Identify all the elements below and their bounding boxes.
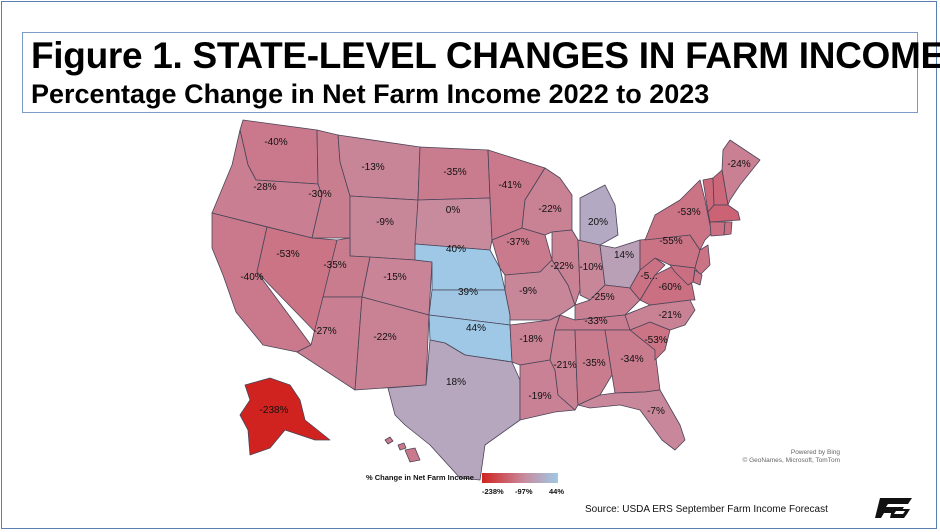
state-label-nv: -53%	[276, 249, 299, 260]
state-label-ak: -238%	[260, 405, 289, 416]
state-label-sd: 0%	[446, 205, 461, 216]
state-label-ny: -53%	[677, 207, 700, 218]
state-label-sc: -53%	[644, 335, 667, 346]
state-label-wv: -5...	[640, 271, 657, 282]
legend-title: % Change in Net Farm Income	[366, 473, 474, 482]
state-ct	[709, 221, 726, 237]
state-label-id: -30%	[308, 189, 331, 200]
state-label-tn: -33%	[584, 316, 607, 327]
state-label-mt: -13%	[361, 162, 384, 173]
state-tx	[387, 339, 521, 481]
state-hi	[384, 436, 394, 445]
state-ak	[239, 377, 331, 456]
state-il	[551, 229, 581, 306]
source-note: Source: USDA ERS September Farm Income F…	[585, 504, 828, 515]
state-wi	[521, 167, 573, 236]
state-label-ky: -25%	[591, 292, 614, 303]
state-label-wa: -40%	[264, 137, 287, 148]
state-md	[669, 264, 696, 286]
title-box: Figure 1. STATE-LEVEL CHANGES IN FARM IN…	[22, 32, 940, 113]
state-label-la: -19%	[528, 391, 551, 402]
state-hi	[397, 442, 407, 451]
legend-gradient-bar	[482, 473, 558, 483]
state-label-ga: -34%	[620, 354, 643, 365]
state-label-fl: -7%	[647, 406, 665, 417]
state-label-nm: -22%	[373, 332, 396, 343]
state-label-pa: -55%	[659, 236, 682, 247]
state-label-ca: -40%	[240, 272, 263, 283]
state-label-ut: -35%	[323, 260, 346, 271]
state-label-mi: 20%	[588, 217, 608, 228]
state-label-nd: -35%	[443, 167, 466, 178]
state-sd	[414, 197, 493, 251]
state-label-in: -10%	[579, 262, 602, 273]
map-credit-sources: © GeoNames, Microsoft, TomTom	[742, 457, 841, 464]
figure-subtitle: Percentage Change in Net Farm Income 202…	[31, 79, 710, 109]
state-az	[296, 296, 363, 391]
state-ri	[723, 221, 733, 236]
state-label-il: -22%	[550, 261, 573, 272]
state-label-wy: -9%	[376, 217, 394, 228]
state-label-mn: -41%	[498, 180, 521, 191]
state-label-ne: 40%	[446, 244, 466, 255]
state-label-me: -24%	[727, 159, 750, 170]
state-mi	[579, 184, 619, 246]
figure-title: Figure 1. STATE-LEVEL CHANGES IN FARM IN…	[31, 35, 940, 76]
state-wy	[349, 195, 419, 261]
state-label-ok: 44%	[466, 323, 486, 334]
state-co	[361, 256, 433, 316]
legend-tick-mid: -97%	[515, 487, 533, 496]
state-ma	[707, 204, 741, 223]
state-label-wi: -22%	[538, 204, 561, 215]
state-fl	[577, 389, 686, 451]
state-label-nc: -21%	[658, 310, 681, 321]
legend-tick-max: 44%	[549, 487, 565, 496]
legend-tick-min: -238%	[482, 487, 504, 496]
state-label-al: -35%	[582, 358, 605, 369]
state-label-az: -27%	[313, 326, 336, 337]
state-label-tx: 18%	[446, 377, 466, 388]
state-nj	[694, 244, 711, 276]
state-label-ar: -18%	[519, 334, 542, 345]
state-me	[721, 139, 761, 206]
state-label-or: -28%	[253, 182, 276, 193]
farm-bureau-logo-icon	[875, 498, 912, 518]
state-label-ks: 39%	[458, 287, 478, 298]
state-label-ia: -37%	[506, 237, 529, 248]
map-credit-bing: Powered by Bing	[790, 449, 840, 456]
state-label-co: -15%	[383, 272, 406, 283]
state-hi	[404, 447, 421, 463]
state-label-va: -60%	[658, 282, 681, 293]
state-label-oh: 14%	[614, 250, 634, 261]
state-label-mo: -9%	[519, 286, 537, 297]
state-label-ms: -21%	[553, 360, 576, 371]
